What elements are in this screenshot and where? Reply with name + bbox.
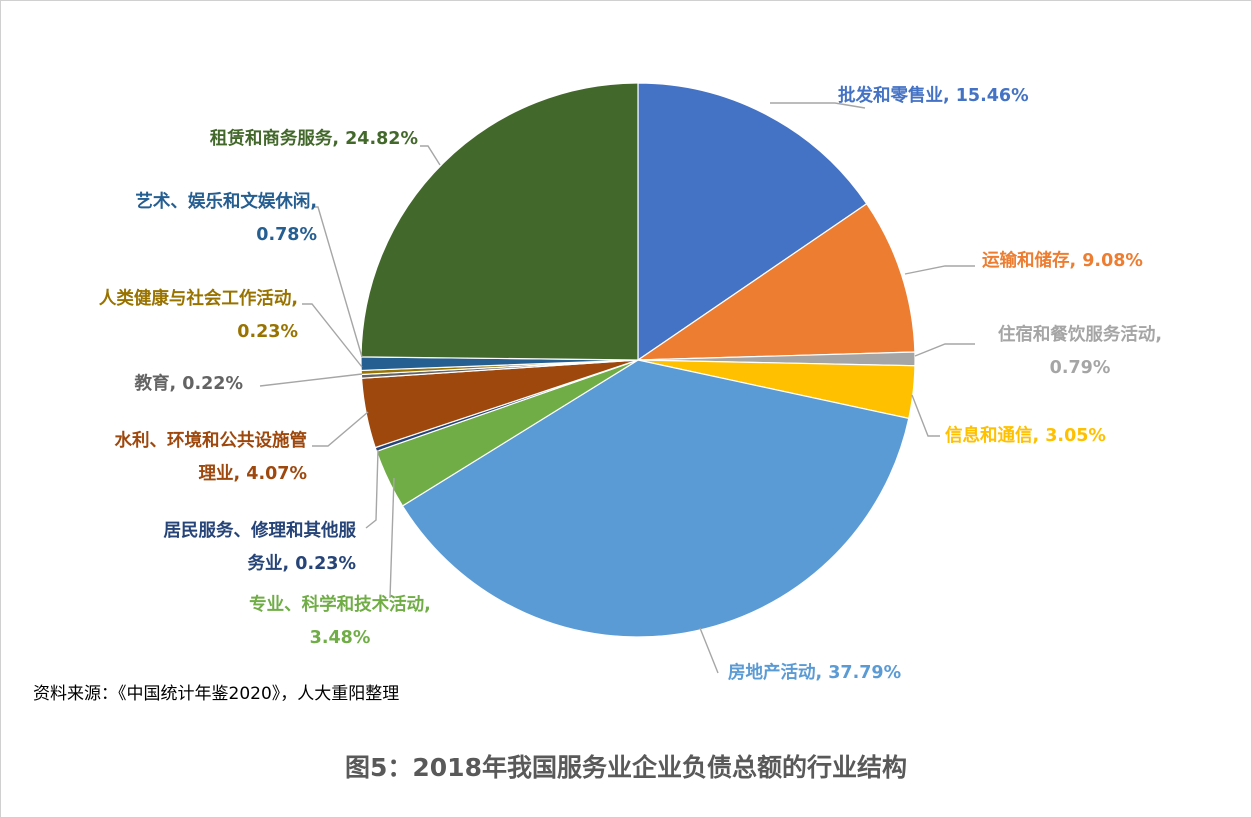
leader-line <box>770 102 866 109</box>
slice-label-line: 0.23% <box>237 322 298 342</box>
slice-label: 批发和零售业, 15.46% <box>838 85 1029 106</box>
leader-line <box>365 449 379 529</box>
chart-title: 图5：2018年我国服务业企业负债总额的行业结构 <box>345 753 907 782</box>
pie-slice <box>635 202 916 361</box>
leader-line <box>312 411 369 447</box>
slice-label-line: 理业, 4.07% <box>199 464 307 484</box>
slice-label: 房地产活动, 37.79% <box>728 662 901 683</box>
slice-label-line: 租赁和商务服务, 24.82% <box>210 128 418 149</box>
leader-line <box>914 343 975 357</box>
slice-label-line: 0.79% <box>1050 358 1111 378</box>
source-note: 资料来源：《中国统计年鉴2020》，人大重阳整理 <box>33 684 400 704</box>
slice-label-line: 水利、环境和公共设施管 <box>115 430 308 451</box>
leader-line <box>312 206 363 358</box>
slice-label-line: 务业, 0.23% <box>248 553 356 574</box>
leader-line <box>389 477 395 599</box>
slice-label-line: 信息和通信, 3.05% <box>945 425 1106 446</box>
slice-label: 居民服务、修理和其他服务业, 0.23% <box>164 520 357 574</box>
slice-label: 艺术、娱乐和文娱休闲, 0.78% <box>135 191 317 245</box>
slice-label: 教育, 0.22% <box>134 373 243 394</box>
slice-label-line: 居民服务、修理和其他服 <box>164 520 357 541</box>
pie-slice <box>360 82 639 361</box>
leader-lines <box>259 102 975 674</box>
slice-label-line: 专业、科学和技术活动, <box>249 594 431 615</box>
slice-label-line: 3.48% <box>310 628 371 648</box>
slice-label-line: 教育, 0.22% <box>134 373 243 394</box>
pie-slice <box>401 359 910 638</box>
pie-slices <box>360 82 916 638</box>
slice-label: 人类健康与社会工作活动, 0.23% <box>99 288 298 342</box>
pie-slice <box>637 82 868 362</box>
leader-line <box>259 373 363 387</box>
slice-label-line: 人类健康与社会工作活动, <box>99 288 298 309</box>
slice-label: 信息和通信, 3.05% <box>945 425 1106 446</box>
slice-label-line: 艺术、娱乐和文娱休闲, <box>135 191 317 212</box>
slice-label-line: 房地产活动, 37.79% <box>728 662 901 683</box>
leader-line <box>420 145 441 166</box>
slice-label: 住宿和餐饮服务活动, 0.79% <box>998 324 1162 378</box>
slice-label-line: 0.78% <box>256 225 317 245</box>
slice-label-line: 运输和储存, 9.08% <box>982 250 1143 271</box>
slice-label-line: 批发和零售业, 15.46% <box>838 85 1029 106</box>
leader-line <box>699 627 719 674</box>
leader-line <box>302 303 363 368</box>
slice-label: 运输和储存, 9.08% <box>982 250 1143 271</box>
leader-line <box>911 394 940 437</box>
slice-label: 租赁和商务服务, 24.82% <box>210 128 418 149</box>
leader-line <box>904 265 975 275</box>
slice-label: 水利、环境和公共设施管理业, 4.07% <box>115 430 308 484</box>
slice-label-line: 住宿和餐饮服务活动, <box>998 324 1162 345</box>
slice-label: 专业、科学和技术活动, 3.48% <box>249 594 431 648</box>
slice-labels: 批发和零售业, 15.46% 运输和储存, 9.08% 住宿和餐饮服务活动, 0.79… <box>99 85 1162 683</box>
